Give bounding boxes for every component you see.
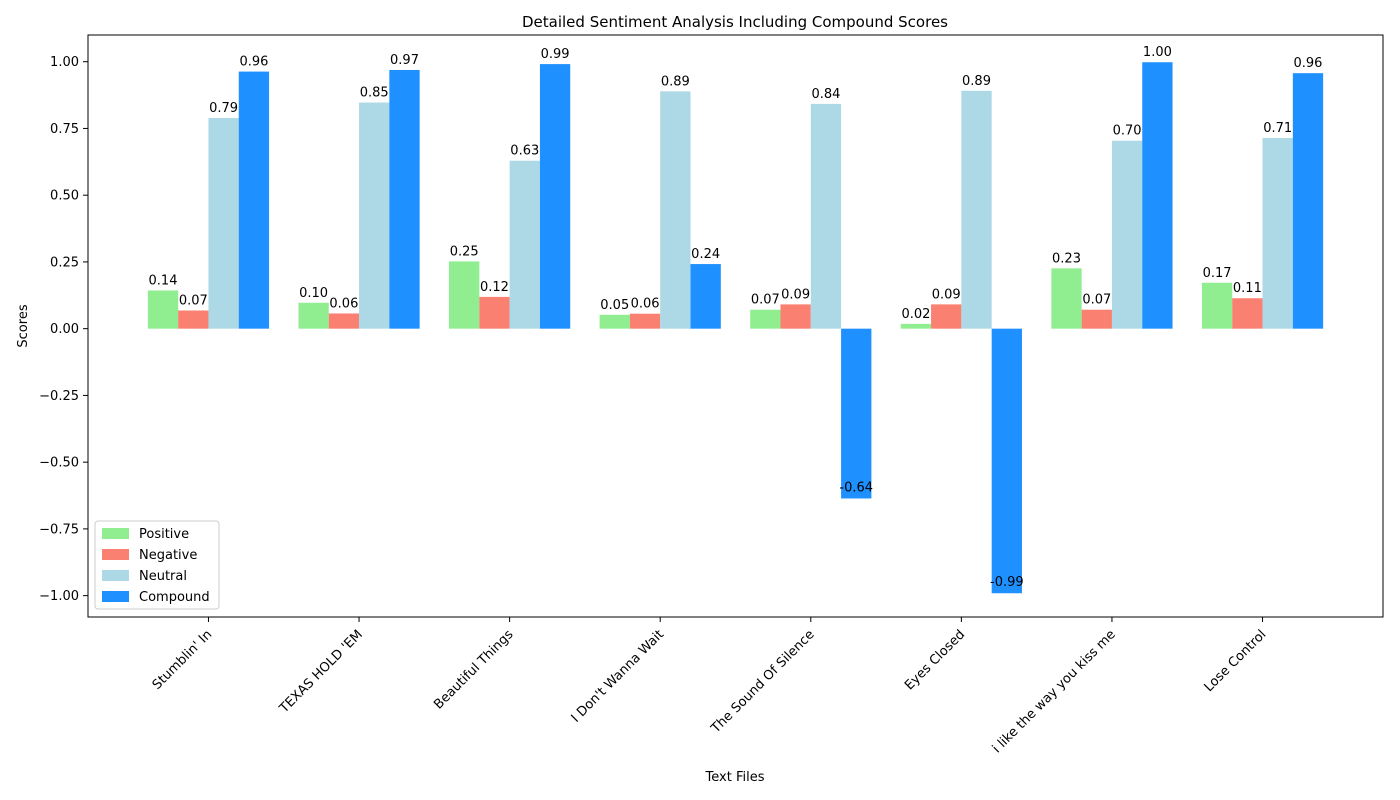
- bar-negative: [780, 304, 811, 329]
- x-tick-label: Beautiful Things: [431, 627, 516, 712]
- bar-compound: [1142, 62, 1173, 329]
- bar-positive: [1051, 268, 1082, 329]
- x-tick-label: TEXAS HOLD 'EM: [276, 627, 366, 717]
- bar-neutral: [660, 91, 691, 329]
- plot-area: 0.140.070.790.960.100.060.850.970.250.12…: [147, 45, 1324, 594]
- bar-neutral: [961, 90, 992, 329]
- y-tick-label: −0.25: [39, 389, 79, 404]
- bar-value-label: 0.06: [631, 297, 660, 312]
- bar-compound: [389, 69, 420, 329]
- bar-value-label: 0.17: [1203, 266, 1232, 281]
- bar-value-label: 0.02: [901, 307, 930, 322]
- bar-positive: [900, 323, 932, 329]
- bar-value-label: 0.09: [781, 287, 810, 302]
- bar-value-label: 0.89: [962, 74, 991, 89]
- bar-positive: [298, 302, 329, 329]
- bar-value-label: 0.99: [541, 47, 570, 62]
- x-tick-label: Lose Control: [1202, 627, 1270, 695]
- bar-value-label: 0.25: [450, 244, 479, 259]
- bar-value-label: 0.07: [179, 294, 208, 309]
- bar-value-label: 0.96: [239, 55, 268, 70]
- y-tick-label: 0.50: [50, 189, 79, 204]
- legend-swatch-positive: [102, 528, 129, 539]
- bar-value-label: -0.99: [990, 575, 1024, 590]
- y-tick-label: 0.00: [50, 322, 79, 337]
- y-tick-label: 0.25: [50, 255, 79, 270]
- bar-neutral: [509, 160, 540, 329]
- bar-value-label: -0.64: [839, 480, 873, 495]
- bar-neutral: [1111, 140, 1143, 329]
- bar-value-label: 0.96: [1294, 56, 1323, 71]
- y-tick-label: −0.50: [39, 456, 79, 471]
- legend-label: Neutral: [139, 569, 187, 584]
- bar-neutral: [810, 103, 842, 329]
- bar-compound: [991, 328, 1022, 594]
- legend-label: Negative: [139, 548, 197, 563]
- y-tick-label: −1.00: [39, 589, 79, 604]
- bar-value-label: 0.07: [1082, 293, 1111, 308]
- bar-value-label: 0.84: [811, 87, 840, 102]
- bar-negative: [1232, 298, 1263, 329]
- bar-compound: [238, 71, 270, 329]
- legend-box: [94, 520, 220, 610]
- bar-value-label: 0.11: [1233, 281, 1262, 296]
- bar-compound: [690, 264, 721, 329]
- bar-value-label: 0.07: [751, 293, 780, 308]
- legend-label: Compound: [139, 590, 210, 605]
- x-tick-label: The Sound Of Silence: [708, 627, 818, 737]
- x-tick-label: i like the way you kiss me: [990, 627, 1119, 756]
- legend-swatch-negative: [102, 549, 129, 560]
- bar-negative: [1081, 309, 1112, 329]
- chart-title: Detailed Sentiment Analysis Including Co…: [522, 13, 948, 31]
- bar-value-label: 0.70: [1113, 124, 1142, 139]
- bar-positive: [599, 314, 630, 329]
- bar-value-label: 0.24: [691, 247, 720, 262]
- legend-swatch-neutral: [102, 570, 129, 581]
- bar-value-label: 0.14: [149, 273, 178, 288]
- bar-value-label: 0.79: [209, 101, 238, 116]
- legend: Positive Negative Neutral Compound: [94, 520, 220, 610]
- bar-value-label: 0.97: [390, 53, 419, 68]
- bar-positive: [750, 309, 781, 329]
- bar-value-label: 0.10: [299, 286, 328, 301]
- bar-value-label: 0.23: [1052, 251, 1081, 266]
- bar-negative: [178, 310, 209, 329]
- bar-positive: [147, 290, 179, 329]
- bar-value-label: 0.63: [510, 144, 539, 159]
- y-axis-label: Scores: [16, 304, 31, 347]
- bar-value-label: 1.00: [1143, 45, 1172, 60]
- bar-positive: [449, 261, 480, 329]
- bar-value-label: 0.09: [932, 287, 961, 302]
- x-tick-label: Stumblin' In: [150, 627, 216, 693]
- bar-value-label: 0.71: [1263, 121, 1292, 136]
- plot-frame: [87, 34, 1384, 618]
- bar-negative: [328, 313, 360, 329]
- bar-negative: [931, 304, 962, 329]
- x-tick-label: Eyes Closed: [902, 627, 968, 693]
- bar-compound: [1292, 73, 1324, 329]
- bar-compound: [539, 64, 571, 329]
- bar-negative: [629, 313, 661, 329]
- bar-compound: [841, 328, 872, 499]
- legend-label: Positive: [139, 527, 189, 542]
- bar-value-label: 0.89: [661, 74, 690, 89]
- bar-neutral: [1262, 138, 1293, 329]
- x-tick-label: I Don't Wanna Wait: [569, 627, 667, 725]
- bar-neutral: [208, 118, 239, 329]
- bar-positive: [1201, 282, 1233, 329]
- legend-swatch-compound: [102, 591, 129, 602]
- bar-neutral: [359, 102, 390, 329]
- y-tick-label: 1.00: [50, 55, 79, 70]
- x-axis-label: Text Files: [705, 770, 765, 785]
- y-tick-label: 0.75: [50, 122, 79, 137]
- bar-value-label: 0.12: [480, 280, 509, 295]
- y-tick-label: −0.75: [39, 522, 79, 537]
- bar-value-label: 0.06: [329, 296, 358, 311]
- bar-value-label: 0.85: [360, 86, 389, 101]
- bar-value-label: 0.05: [600, 298, 629, 313]
- bar-negative: [479, 296, 510, 329]
